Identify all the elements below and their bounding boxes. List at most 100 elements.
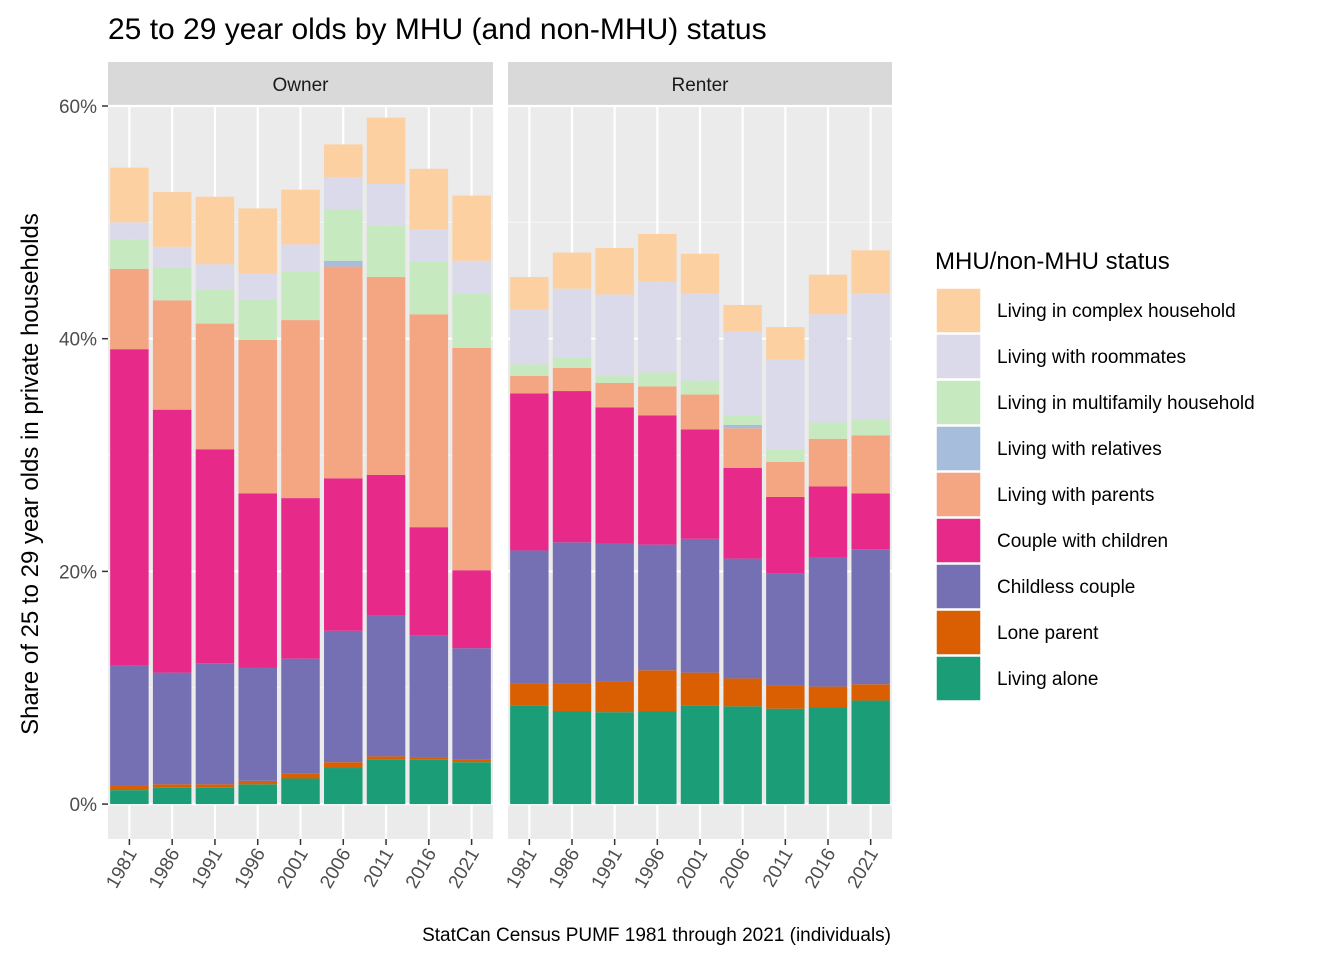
bar-segment-living-in-complex-household-1996: [238, 208, 277, 274]
facet-strip: [508, 62, 892, 106]
legend-label: Living in complex household: [997, 301, 1236, 322]
bar-segment-living-with-roommates-2006: [324, 176, 363, 210]
bar-segment-living-alone-2021: [452, 762, 491, 805]
x-tick-label: 2016: [801, 845, 840, 892]
bar-segment-living-with-parents-1991: [595, 382, 634, 408]
bar-segment-living-with-parents-2011: [766, 462, 805, 497]
bar-segment-living-with-parents-2011: [366, 277, 406, 475]
bar-segment-couple-with-children-2001: [281, 498, 320, 659]
bar-segment-couple-with-children-2006: [324, 478, 363, 631]
bar-segment-living-with-roommates-2001: [680, 293, 720, 381]
bar-segment-living-in-multifamily-household-2016: [409, 261, 449, 315]
bar-segment-living-with-roommates-1981: [510, 309, 549, 365]
bar-segment-living-in-multifamily-household-1981: [110, 239, 149, 269]
bar-segment-childless-couple-1986: [152, 672, 192, 785]
bar-segment-lone-parent-1996: [238, 780, 277, 785]
bar-segment-living-in-multifamily-household-2001: [281, 271, 320, 321]
bar-segment-living-with-roommates-1996: [238, 273, 277, 300]
bar-segment-lone-parent-2021: [452, 759, 491, 763]
bar-segment-living-with-roommates-2021: [452, 260, 491, 294]
legend: MHU/non-MHU status Living in complex hou…: [935, 248, 1255, 702]
bar-segment-living-alone-1996: [638, 711, 677, 805]
x-tick-label: 1981: [502, 845, 541, 892]
bar-segment-living-alone-2001: [680, 705, 720, 805]
bar-segment-childless-couple-2021: [851, 549, 890, 685]
bar-segment-living-alone-2011: [366, 759, 406, 805]
bar-segment-lone-parent-2016: [409, 757, 449, 760]
bar-segment-living-in-complex-household-1986: [552, 252, 592, 289]
bar-segment-living-in-complex-household-1996: [638, 233, 677, 282]
bar-segment-living-alone-1996: [238, 784, 277, 805]
legend-label: Living alone: [997, 669, 1098, 690]
bar-segment-lone-parent-1996: [638, 670, 677, 712]
y-axis: 0% 20% 40% 60%: [59, 97, 108, 816]
bar-segment-childless-couple-1996: [238, 667, 277, 781]
legend-label: Living with roommates: [997, 347, 1186, 368]
x-tick-label: 1981: [102, 845, 141, 892]
x-tick-label: 2021: [445, 845, 484, 892]
bar-segment-childless-couple-1981: [110, 665, 149, 786]
bar-segment-living-in-multifamily-household-2001: [680, 380, 720, 395]
bar-segment-couple-with-children-1981: [510, 393, 549, 551]
bar-segment-couple-with-children-2001: [680, 429, 720, 539]
bar-segment-living-with-parents-2001: [281, 320, 320, 499]
bar-segment-living-in-complex-household-1986: [152, 192, 192, 247]
x-tick-label: 2011: [759, 845, 798, 891]
bar-segment-living-with-parents-1991: [195, 323, 235, 450]
bar-segment-lone-parent-2011: [766, 685, 805, 709]
bar-segment-living-with-roommates-1991: [195, 264, 235, 290]
x-tick-label: 1986: [545, 845, 584, 892]
bar-segment-living-alone-2011: [766, 708, 805, 805]
bar-segment-lone-parent-2006: [723, 678, 762, 707]
legend-label: Couple with children: [997, 531, 1168, 552]
chart-title: 25 to 29 year olds by MHU (and non-MHU) …: [108, 13, 767, 46]
legend-key-living-with-roommates: [935, 333, 982, 380]
bar-segment-living-with-parents-2006: [324, 266, 363, 479]
bar-segment-childless-couple-1996: [638, 544, 677, 671]
bar-segment-living-in-complex-household-2016: [409, 168, 449, 230]
y-tick-label: 20%: [59, 562, 97, 583]
bar-segment-living-with-parents-1996: [238, 339, 277, 494]
bar-segment-couple-with-children-1986: [152, 409, 192, 673]
y-tick-label: 40%: [59, 330, 97, 351]
bar-segment-living-alone-2001: [281, 778, 320, 805]
bar-segment-couple-with-children-2011: [766, 496, 805, 574]
x-tick-label: 2006: [716, 845, 755, 892]
chart-caption: StatCan Census PUMF 1981 through 2021 (i…: [422, 925, 891, 946]
bar-segment-living-alone-2016: [409, 759, 449, 805]
legend-key-lone-parent: [935, 609, 982, 656]
bar-segment-childless-couple-2006: [723, 558, 762, 679]
legend-label: Childless couple: [997, 577, 1135, 598]
legend-key-living-in-multifamily-household: [935, 379, 982, 426]
bar-segment-lone-parent-1981: [510, 683, 549, 706]
x-tick-label: 1991: [588, 845, 627, 892]
bar-segment-lone-parent-1986: [552, 683, 592, 712]
bar-segment-living-in-complex-household-2016: [808, 274, 848, 315]
bar-segment-living-in-multifamily-household-1996: [238, 299, 277, 340]
bar-segment-living-in-multifamily-household-1991: [195, 289, 235, 324]
bar-segment-living-in-multifamily-household-2021: [851, 418, 890, 436]
bar-segment-living-with-roommates-2016: [808, 314, 848, 423]
bar-segment-lone-parent-2001: [281, 773, 320, 779]
bar-segment-living-with-roommates-1996: [638, 281, 677, 373]
bar-segment-couple-with-children-1996: [238, 493, 277, 668]
bar-segment-living-in-multifamily-household-1996: [638, 372, 677, 387]
facet-strip: [108, 62, 493, 106]
bar-segment-couple-with-children-2021: [452, 570, 491, 649]
bar-segment-living-in-multifamily-household-2016: [808, 422, 848, 439]
bar-segment-couple-with-children-2021: [851, 493, 890, 550]
legend-label: Living with relatives: [997, 439, 1162, 460]
bar-segment-living-in-complex-household-2001: [680, 253, 720, 294]
bar-segment-living-with-roommates-2021: [851, 293, 890, 419]
x-tick-label: 2016: [402, 845, 441, 892]
legend-key-living-with-relatives: [935, 425, 982, 472]
bar-segment-living-in-complex-household-2006: [723, 304, 762, 332]
bar-segment-couple-with-children-2016: [808, 486, 848, 558]
bar-segment-living-alone-1991: [195, 787, 235, 805]
bar-segment-childless-couple-1981: [510, 550, 549, 684]
bar-segment-lone-parent-1981: [110, 785, 149, 791]
bar-segment-living-in-multifamily-household-1991: [595, 375, 634, 383]
bar-segment-living-with-relatives-2006: [723, 424, 762, 429]
legend-key-couple-with-children: [935, 517, 982, 564]
